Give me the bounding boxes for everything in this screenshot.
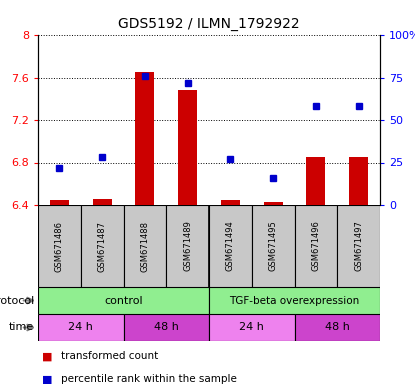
Text: GSM671497: GSM671497 — [354, 220, 363, 271]
Text: ■: ■ — [42, 374, 53, 384]
Bar — [81, 205, 124, 287]
Text: GSM671488: GSM671488 — [140, 220, 149, 271]
Text: control: control — [104, 296, 143, 306]
Bar — [295, 314, 380, 341]
Text: time: time — [9, 323, 34, 333]
Bar — [178, 90, 197, 205]
Text: 24 h: 24 h — [239, 323, 264, 333]
Text: GSM671496: GSM671496 — [311, 220, 320, 271]
Bar — [209, 287, 380, 314]
Text: GSM671489: GSM671489 — [183, 220, 192, 271]
Bar — [135, 72, 154, 205]
Bar — [221, 200, 240, 205]
Bar — [252, 205, 295, 287]
Text: GSM671487: GSM671487 — [98, 220, 107, 271]
Bar — [50, 200, 69, 205]
Text: 48 h: 48 h — [325, 323, 350, 333]
Bar — [38, 314, 124, 341]
Text: percentile rank within the sample: percentile rank within the sample — [61, 374, 237, 384]
Text: GSM671486: GSM671486 — [55, 220, 64, 271]
Text: TGF-beta overexpression: TGF-beta overexpression — [229, 296, 360, 306]
Text: GSM671495: GSM671495 — [269, 221, 278, 271]
Bar — [295, 205, 337, 287]
Bar — [337, 205, 380, 287]
Bar — [306, 157, 325, 205]
Text: ■: ■ — [42, 351, 53, 361]
Bar — [209, 205, 252, 287]
Title: GDS5192 / ILMN_1792922: GDS5192 / ILMN_1792922 — [118, 17, 300, 31]
Bar — [93, 199, 112, 205]
Text: 24 h: 24 h — [68, 323, 93, 333]
Bar — [124, 205, 166, 287]
Text: transformed count: transformed count — [61, 351, 158, 361]
Bar — [209, 314, 295, 341]
Bar — [38, 287, 209, 314]
Text: protocol: protocol — [0, 296, 34, 306]
Bar — [166, 205, 209, 287]
Text: GSM671494: GSM671494 — [226, 221, 235, 271]
Bar — [349, 157, 368, 205]
Bar — [38, 205, 81, 287]
Text: 48 h: 48 h — [154, 323, 179, 333]
Bar — [264, 202, 283, 205]
Bar — [124, 314, 209, 341]
